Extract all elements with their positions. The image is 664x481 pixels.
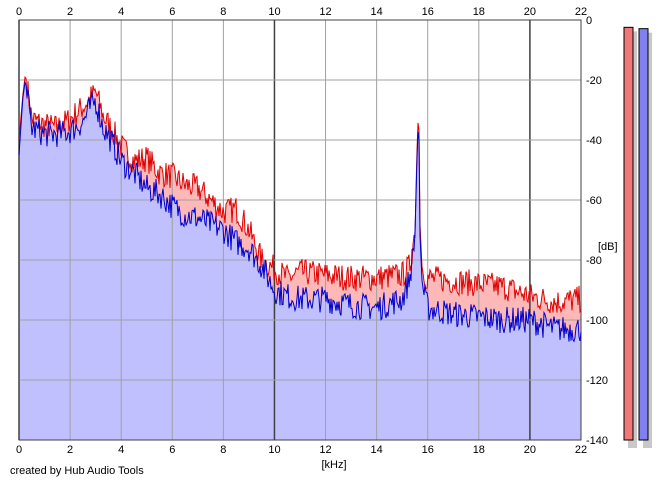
y-tick-label: -80 <box>586 255 602 267</box>
x-tick-label-bottom: 12 <box>319 444 331 456</box>
x-tick-label-top: 16 <box>422 6 434 18</box>
x-tick-label-bottom: 0 <box>16 444 22 456</box>
x-tick-label-top: 20 <box>524 6 536 18</box>
x-tick-label-bottom: 20 <box>524 444 536 456</box>
x-tick-label-bottom: 8 <box>220 444 226 456</box>
series-fills <box>19 77 581 440</box>
level-meter-1 <box>623 26 634 441</box>
x-axis-unit: [kHz] <box>321 459 346 471</box>
plot-frame <box>18 19 582 441</box>
x-tick-label-bottom: 10 <box>268 444 280 456</box>
x-tick-label-top: 18 <box>473 6 485 18</box>
x-tick-label-top: 2 <box>67 6 73 18</box>
x-tick-label-top: 14 <box>371 6 383 18</box>
y-tick-label: -140 <box>586 435 608 447</box>
grid <box>18 19 582 441</box>
x-tick-label-bottom: 4 <box>118 444 124 456</box>
x-tick-label-top: 0 <box>16 6 22 18</box>
x-tick-label-bottom: 2 <box>67 444 73 456</box>
x-tick-label-top: 4 <box>118 6 124 18</box>
y-tick-labels: 0 -20 -40 -60 -80 -100 -120 -140 <box>586 15 608 447</box>
level-meter-2 <box>638 28 649 441</box>
x-tick-label-top: 10 <box>268 6 280 18</box>
series-2-fill <box>19 82 581 440</box>
x-tick-label-top: 12 <box>319 6 331 18</box>
y-tick-label: -120 <box>586 375 608 387</box>
x-tick-label-bottom: 18 <box>473 444 485 456</box>
series-1-line <box>18 76 582 314</box>
x-tick-label-bottom: 14 <box>371 444 383 456</box>
y-tick-label: -20 <box>586 75 602 87</box>
y-axis-unit: [dB] <box>598 241 618 253</box>
y-tick-label: -60 <box>586 195 602 207</box>
x-tick-label-bottom: 22 <box>575 444 587 456</box>
level-meters <box>623 26 652 448</box>
credit-text: created by Hub Audio Tools <box>10 465 144 477</box>
x-tick-label-top: 6 <box>169 6 175 18</box>
y-tick-label: -100 <box>586 315 608 327</box>
x-tick-label-bottom: 16 <box>422 444 434 456</box>
x-tick-label-top: 8 <box>220 6 226 18</box>
y-tick-label: 0 <box>586 15 592 27</box>
series-lines <box>18 76 582 343</box>
x-tick-label-top: 22 <box>575 6 587 18</box>
x-tick-label-bottom: 6 <box>169 444 175 456</box>
series-2-line <box>18 81 582 343</box>
y-tick-label: -40 <box>586 135 602 147</box>
